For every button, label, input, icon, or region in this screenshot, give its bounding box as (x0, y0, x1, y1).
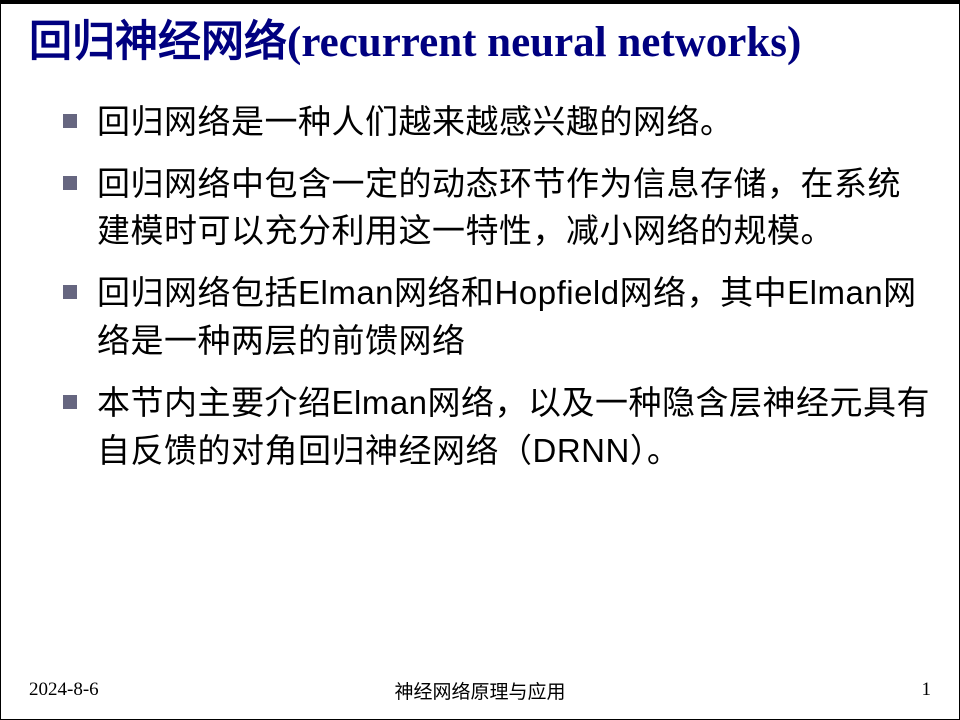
footer-page-number: 1 (922, 679, 932, 701)
slide-container: 回归神经网络(recurrent neural networks) 回归网络是一… (0, 0, 960, 720)
bullet-item: 回归网络是一种人们越来越感兴趣的网络。 (63, 98, 931, 146)
slide-content: 回归网络是一种人们越来越感兴趣的网络。 回归网络中包含一定的动态环节作为信息存储… (29, 98, 931, 475)
square-bullet-icon (63, 395, 77, 409)
bullet-item: 回归网络包括Elman网络和Hopfield网络，其中Elman网络是一种两层的… (63, 269, 931, 365)
square-bullet-icon (63, 285, 77, 299)
square-bullet-icon (63, 114, 77, 128)
bullet-text: 回归网络中包含一定的动态环节作为信息存储，在系统建模时可以充分利用这一特性，减小… (97, 160, 931, 256)
bullet-text: 回归网络包括Elman网络和Hopfield网络，其中Elman网络是一种两层的… (97, 269, 931, 365)
bullet-item: 本节内主要介绍Elman网络，以及一种隐含层神经元具有自反馈的对角回归神经网络（… (63, 379, 931, 475)
bullet-item: 回归网络中包含一定的动态环节作为信息存储，在系统建模时可以充分利用这一特性，减小… (63, 160, 931, 256)
footer-title: 神经网络原理与应用 (394, 677, 565, 704)
footer-date: 2024-8-6 (29, 679, 99, 701)
slide-title: 回归神经网络(recurrent neural networks) (29, 16, 931, 70)
bullet-text: 回归网络是一种人们越来越感兴趣的网络。 (97, 98, 734, 146)
slide-footer: 2024-8-6 神经网络原理与应用 1 (1, 679, 959, 701)
bullet-text: 本节内主要介绍Elman网络，以及一种隐含层神经元具有自反馈的对角回归神经网络（… (97, 379, 931, 475)
square-bullet-icon (63, 176, 77, 190)
